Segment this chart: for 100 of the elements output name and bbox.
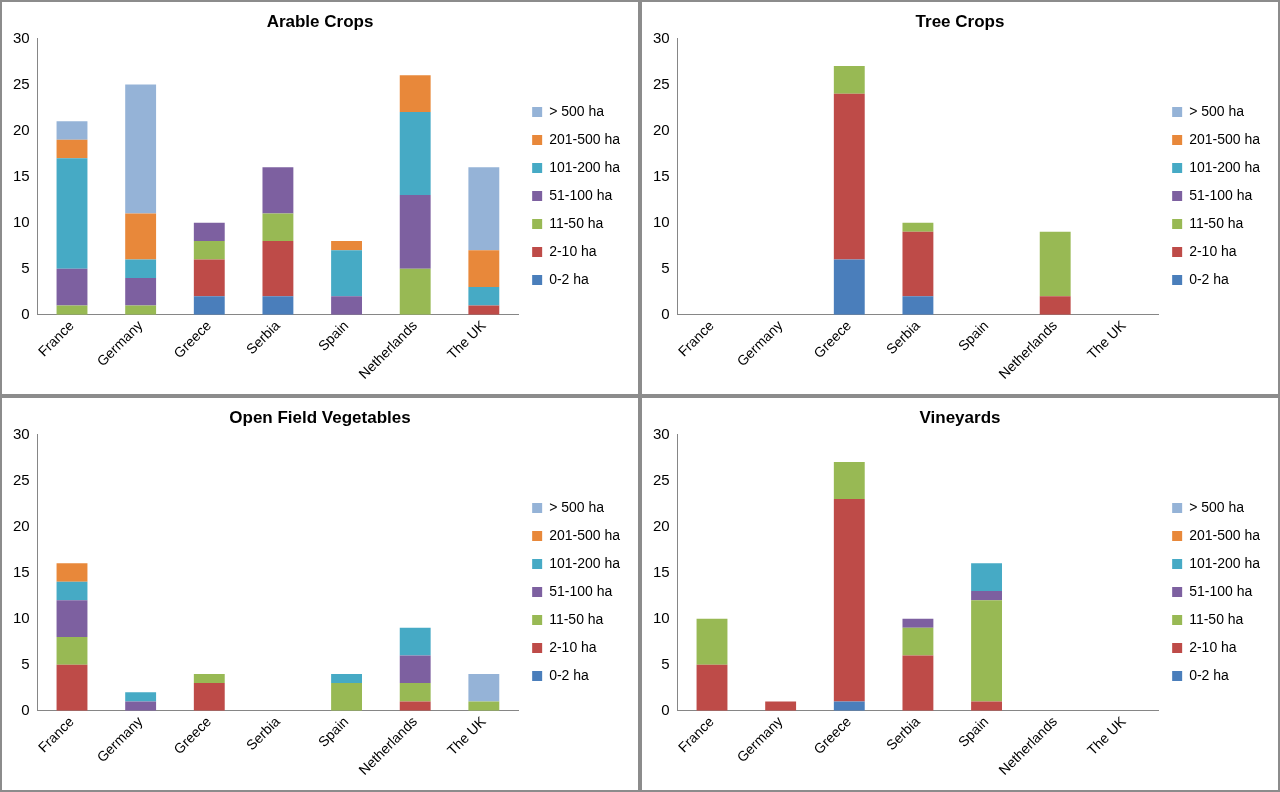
bar [399,268,431,315]
legend-label: 101-200 ha [1189,158,1261,175]
y-tick-label: 5 [661,258,670,276]
bar [125,84,157,214]
bar [56,637,88,665]
legend-label: 51-100 ha [549,186,613,203]
bar [56,121,88,140]
bar [262,296,294,315]
legend-label: 11-50 ha [1189,610,1244,627]
bar [971,563,1003,591]
bar [125,692,157,702]
bar [833,462,865,499]
y-tick-label: 30 [13,424,30,442]
bar [125,213,157,260]
y-tick-label: 20 [13,120,30,138]
bar [902,627,934,656]
y-tick-label: 30 [653,424,670,442]
bar [971,590,1003,601]
legend-label: 51-100 ha [1189,186,1253,203]
bar [399,75,431,113]
legend-label: 201-500 ha [549,130,621,147]
chart-title: Arable Crops [266,11,374,31]
x-tick-label: The UK [443,316,490,363]
bar [193,259,225,297]
y-tick-label: 30 [653,28,670,46]
bar [399,683,431,702]
bar [696,664,728,711]
y-tick-label: 20 [653,120,670,138]
y-tick-label: 0 [661,304,670,322]
legend-label: 0-2 ha [549,270,590,287]
bar [56,664,88,711]
bar [971,600,1003,702]
y-tick-label: 25 [13,74,30,92]
bar [331,683,363,711]
y-tick-label: 10 [653,608,670,626]
y-tick-label: 15 [653,166,670,184]
chart-title: Tree Crops [915,11,1005,31]
legend-label: > 500 ha [549,102,605,119]
bar [262,241,294,297]
chart-title: Open Field Vegetables [229,407,411,427]
bar [399,627,431,656]
bar [399,112,431,195]
bar [833,93,865,260]
bar [193,222,225,242]
y-tick-label: 30 [13,28,30,46]
bar [56,563,88,582]
y-tick-label: 0 [661,700,670,718]
legend-label: 0-2 ha [1189,270,1230,287]
bar [193,241,225,260]
legend-label: 11-50 ha [549,214,604,231]
bar [468,250,500,288]
legend-label: 201-500 ha [1189,130,1261,147]
legend-label: 201-500 ha [549,526,621,543]
bar [1039,296,1071,315]
legend-label: > 500 ha [1189,498,1245,515]
bar [468,673,500,702]
y-tick-label: 20 [13,516,30,534]
bar [468,167,500,251]
y-tick-label: 10 [653,212,670,230]
y-tick-label: 15 [653,562,670,580]
y-tick-label: 25 [13,470,30,488]
legend-label: 51-100 ha [549,582,613,599]
bar [125,277,157,306]
bar [56,139,88,159]
x-tick-label: The UK [1083,712,1130,759]
y-tick-label: 25 [653,470,670,488]
bar [833,66,865,94]
bar [193,683,225,711]
bar [331,241,363,251]
legend-label: 101-200 ha [549,554,621,571]
bar [331,296,363,315]
bar [331,250,363,297]
bar [696,618,728,665]
bar [902,655,934,711]
y-tick-label: 5 [21,258,30,276]
y-tick-label: 15 [13,166,30,184]
bar [193,673,225,684]
x-tick-label: The UK [443,712,490,759]
legend-label: 2-10 ha [549,638,597,655]
bar [902,222,934,232]
legend-label: 101-200 ha [1189,554,1261,571]
x-tick-label: The UK [1083,316,1130,363]
bar [56,581,88,601]
bar [833,259,865,315]
legend-label: 2-10 ha [549,242,597,259]
y-tick-label: 25 [653,74,670,92]
bar [193,296,225,315]
y-tick-label: 5 [21,654,30,672]
bar [56,268,88,306]
legend-label: 51-100 ha [1189,582,1253,599]
legend-label: 201-500 ha [1189,526,1261,543]
bar [902,296,934,315]
bar [331,673,363,684]
legend-label: 11-50 ha [1189,214,1244,231]
bar [902,618,934,628]
chart-title: Vineyards [919,407,1001,427]
y-tick-label: 0 [21,304,30,322]
bar [399,655,431,684]
y-tick-label: 0 [21,700,30,718]
y-tick-label: 10 [13,608,30,626]
